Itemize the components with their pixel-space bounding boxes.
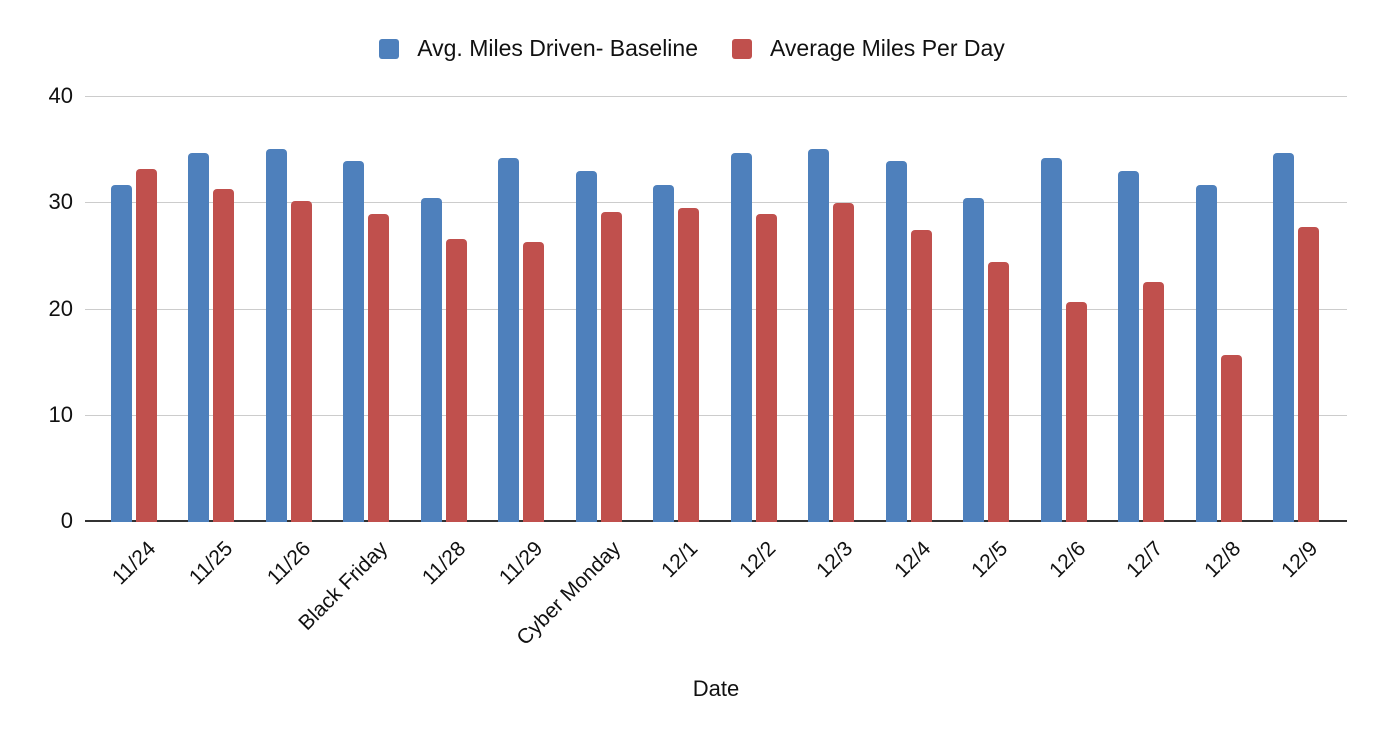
bar-baseline [1195,185,1217,522]
bar-per-day [1065,302,1087,522]
bar-group [793,96,871,522]
bar-baseline [730,153,752,522]
bar-baseline [110,185,132,522]
bars [95,96,1335,522]
bar-baseline [808,149,830,522]
legend-swatch-per-day-icon [732,38,752,59]
bar-group [715,96,793,522]
bar-baseline [1040,157,1062,522]
bar-baseline [420,197,442,522]
bar-group [1103,96,1181,522]
y-tick-label: 40 [48,83,73,108]
bar-group [95,96,173,522]
bar-group [328,96,406,522]
bar-per-day [988,261,1010,522]
x-axis-labels: 11/24 11/25 11/26 Black Friday 11/28 11/29 Cyb… [95,523,1335,658]
bar-group [870,96,948,522]
bar-per-day [1220,355,1242,522]
legend-label-baseline: Avg. Miles Driven- Baseline [417,35,698,61]
bar-per-day [213,189,235,522]
bar-per-day [523,241,545,522]
bar-baseline [1273,153,1295,522]
bar-per-day [1143,281,1165,522]
bar-baseline [885,160,907,522]
bar-group [173,96,251,522]
chart-legend: Avg. Miles Driven- Baseline Average Mile… [0,35,1384,62]
gridline [85,308,1347,310]
bar-per-day [910,229,932,522]
bar-per-day [600,211,622,522]
bar-group [483,96,561,522]
legend-label-per-day: Average Miles Per Day [770,35,1005,61]
x-axis-title: Date [692,676,740,701]
bar-per-day [678,207,700,522]
bar-baseline [265,149,287,522]
bar-baseline [575,171,597,522]
bar-group [405,96,483,522]
bar-baseline [963,197,985,522]
x-axis-line [85,520,1347,522]
legend-item-per-day: Average Miles Per Day [732,35,1005,62]
bar-baseline [498,157,520,522]
bar-per-day [368,213,390,522]
bar-per-day [1298,226,1320,522]
bar-per-day [833,203,855,522]
bar-group [948,96,1026,522]
bar-group [250,96,328,522]
legend-item-baseline: Avg. Miles Driven- Baseline [379,35,698,62]
bar-group [1180,96,1258,522]
y-tick-label: 20 [48,295,73,321]
y-tick-label: 0 [60,508,73,533]
bar-group [638,96,716,522]
gridline [85,202,1347,204]
gridline [85,414,1347,416]
y-tick-label: 30 [48,189,73,215]
gridline [85,96,1347,97]
bar-group [1025,96,1103,522]
bar-baseline [343,160,365,522]
bar-per-day [445,239,467,522]
bar-baseline [653,185,675,522]
bar-group [560,96,638,522]
bar-per-day [755,213,777,522]
plot-area: 0 10 20 30 40 11/24 11/25 11/26 Black Friday 11/… [49,85,1347,650]
bar-baseline [1118,171,1140,522]
bar-per-day [290,201,312,522]
bar-group [1258,96,1336,522]
bar-per-day [135,169,157,522]
y-tick-label: 10 [48,401,73,427]
legend-swatch-baseline-icon [379,38,400,59]
bar-baseline [188,153,210,522]
